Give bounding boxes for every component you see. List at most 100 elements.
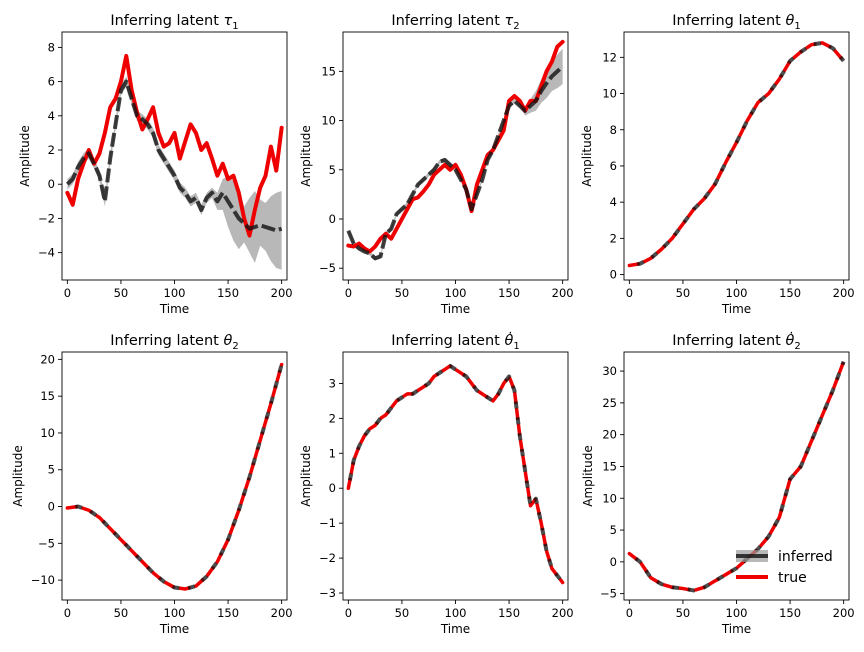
x-tick-label: 200: [833, 606, 855, 620]
x-tick-label: 200: [552, 286, 574, 300]
x-tick-label: 200: [271, 606, 293, 620]
uncertainty-band: [348, 48, 563, 261]
y-tick-label: −2: [319, 551, 336, 565]
y-tick-label: 25: [602, 396, 617, 410]
x-tick-label: 0: [626, 606, 633, 620]
plot-area: [627, 359, 846, 593]
x-tick-label: 0: [64, 606, 71, 620]
y-axis-label: Amplitude: [11, 445, 25, 507]
x-tick-label: 0: [626, 286, 633, 300]
x-tick-label: 150: [498, 606, 520, 620]
x-axis-label: Time: [440, 622, 470, 636]
y-tick-label: 1: [329, 446, 336, 460]
subplot-title: Inferring latent τ2: [391, 13, 519, 32]
subplot-1: 0 50 100 150 200 −4 −2 0 2 4 6 8 Inferring latent τ1…: [18, 13, 293, 316]
y-tick-label: 3: [329, 376, 336, 390]
true-line: [346, 364, 565, 585]
y-tick-label: 8: [48, 40, 55, 54]
y-tick-label: 15: [40, 389, 55, 403]
x-tick-label: 100: [726, 286, 748, 300]
x-tick-label: 100: [445, 286, 467, 300]
y-tick-label: 20: [40, 352, 55, 366]
inferred-line: [67, 363, 284, 591]
y-tick-label: −5: [38, 536, 55, 550]
subplot-title: Inferring latent θ1: [672, 13, 800, 32]
plot-area: [627, 40, 846, 268]
y-tick-label: 10: [602, 87, 617, 101]
y-tick-label: 0: [610, 555, 617, 569]
y-tick-label: 5: [329, 163, 336, 177]
y-tick-label: 5: [610, 523, 617, 537]
subplot-title: Inferring latent θ2: [110, 333, 238, 352]
subplot-4: 0 50 100 150 200 −10 −5 0 5 10 15 20 Inferring laten…: [11, 333, 293, 636]
subplot-2: 0 50 100 150 200 −5 0 5 10 15 Inferring latent τ2 T…: [299, 13, 574, 316]
subplot-5: 0 50 100 150 200 −3 −2 −1 0 1 2 3 Inferring latent θ…: [299, 331, 574, 636]
x-axis-label: Time: [159, 302, 189, 316]
axes-frame: [342, 351, 569, 601]
y-tick-label: −4: [38, 246, 55, 260]
y-tick-label: 10: [40, 426, 55, 440]
y-tick-label: 2: [329, 411, 336, 425]
x-tick-label: 50: [114, 606, 129, 620]
y-tick-label: 0: [48, 177, 55, 191]
y-tick-label: −5: [600, 587, 617, 601]
x-axis-label: Time: [440, 302, 470, 316]
x-axis-label: Time: [159, 622, 189, 636]
x-tick-label: 200: [552, 606, 574, 620]
x-tick-label: 50: [395, 286, 410, 300]
axes-frame: [61, 351, 288, 601]
y-tick-label: 15: [321, 64, 336, 78]
x-tick-label: 0: [64, 286, 71, 300]
y-axis-label: Amplitude: [299, 125, 313, 187]
plot-area: [346, 363, 565, 585]
x-tick-label: 150: [217, 286, 239, 300]
y-tick-label: 5: [48, 463, 55, 477]
y-tick-label: 10: [602, 491, 617, 505]
x-tick-label: 100: [445, 606, 467, 620]
x-tick-label: 50: [114, 286, 129, 300]
y-tick-label: 15: [602, 459, 617, 473]
legend-true-label: true: [778, 570, 807, 586]
x-tick-label: 50: [676, 286, 691, 300]
x-tick-label: 150: [498, 286, 520, 300]
inferred-line: [628, 360, 846, 593]
true-line: [65, 53, 284, 238]
inferred-line: [629, 40, 846, 268]
x-tick-label: 100: [164, 286, 186, 300]
y-tick-label: −5: [319, 261, 336, 275]
y-tick-label: 2: [48, 143, 55, 157]
y-tick-label: 6: [48, 75, 55, 89]
x-tick-label: 150: [217, 606, 239, 620]
plot-area: [65, 53, 284, 270]
y-tick-label: 30: [602, 364, 617, 378]
y-tick-label: 0: [48, 500, 55, 514]
x-tick-label: 200: [833, 286, 855, 300]
x-tick-label: 100: [164, 606, 186, 620]
y-axis-label: Amplitude: [581, 445, 595, 507]
y-tick-label: 4: [610, 195, 617, 209]
y-axis-label: Amplitude: [299, 445, 313, 507]
subplot-title: Inferring latent θ̇1: [391, 331, 519, 352]
y-tick-label: 2: [610, 231, 617, 245]
legend: inferred true: [736, 549, 833, 586]
x-tick-label: 200: [271, 286, 293, 300]
x-tick-label: 0: [345, 286, 352, 300]
subplot-6: 0 50 100 150 200 −5 0 5 10 15 20 25 30 Inferring late…: [581, 331, 855, 636]
x-tick-label: 0: [345, 606, 352, 620]
true-line: [346, 39, 565, 254]
y-tick-label: 0: [329, 481, 336, 495]
inferred-line: [346, 64, 564, 261]
legend-inferred-label: inferred: [778, 549, 833, 565]
y-tick-label: −3: [319, 586, 336, 600]
subplot-title: Inferring latent θ̇2: [672, 331, 800, 352]
inferred-line: [346, 363, 565, 584]
y-tick-label: −10: [31, 573, 55, 587]
x-axis-label: Time: [721, 622, 751, 636]
x-tick-label: 50: [676, 606, 691, 620]
y-tick-label: 12: [602, 50, 617, 64]
x-tick-label: 150: [779, 286, 801, 300]
subplot-title: Inferring latent τ1: [110, 13, 238, 32]
true-line: [627, 41, 846, 268]
